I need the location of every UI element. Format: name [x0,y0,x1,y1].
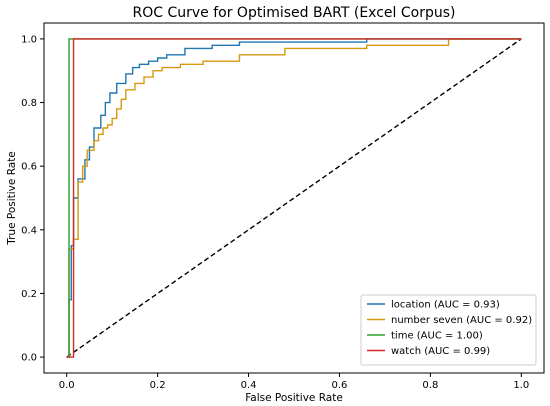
y-tick-label: 1.0 [21,34,37,45]
legend: location (AUC = 0.93) number seven (AUC =… [360,294,537,366]
y-tick-label: 0.2 [21,289,37,300]
y-tick-label: 0.0 [21,353,37,364]
legend-label: location (AUC = 0.93) [391,300,500,311]
y-axis-label: True Positive Rate [6,151,18,246]
chance-diagonal-line [66,38,522,358]
chart-title: ROC Curve for Optimised BART (Excel Corp… [133,5,456,21]
x-tick-label: 0.8 [422,380,438,391]
y-tick-label: 0.4 [21,225,37,236]
legend-label: time (AUC = 1.00) [391,331,483,342]
x-tick-label: 0.4 [241,380,257,391]
x-axis-label: False Positive Rate [245,392,343,404]
y-tick-label: 0.8 [21,98,37,109]
series-line-3 [66,38,522,358]
legend-label: number seven (AUC = 0.92) [391,315,532,326]
plot-area [66,38,522,358]
x-tick-label: 0.6 [332,380,348,391]
x-tick-label: 0.2 [150,380,166,391]
series-line-1 [66,38,522,358]
plot-frame [43,22,545,374]
x-tick-label: 0.0 [59,380,75,391]
x-tick-label: 1.0 [513,380,529,391]
axis-ticks: 0.0 0.2 0.4 0.6 0.8 1.0 0.0 0.2 0.4 0.6 0.8 1.0 [21,34,529,391]
y-tick-label: 0.6 [21,162,37,173]
legend-label: watch (AUC = 0.99) [391,346,490,357]
legend-box [360,294,537,366]
